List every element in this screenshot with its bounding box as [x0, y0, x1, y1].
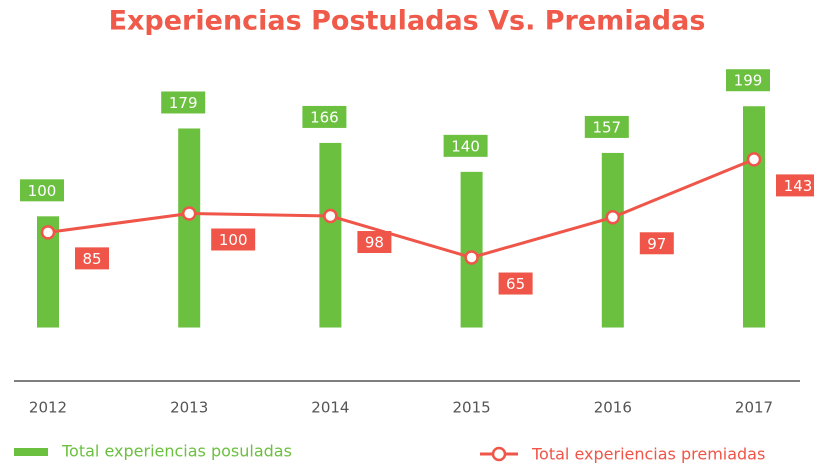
x-tick-label: 2017 [735, 399, 773, 417]
data-label: 85 [82, 250, 101, 268]
data-label-box [302, 105, 347, 128]
data-label: 157 [592, 118, 621, 136]
data-label-box [639, 232, 674, 255]
data-label: 100 [28, 182, 57, 200]
data-label-box [726, 69, 770, 92]
line-point [605, 210, 621, 225]
bar [178, 128, 201, 328]
line [47, 158, 755, 260]
bar [319, 142, 342, 328]
line-point [464, 250, 479, 265]
data-label: 65 [506, 275, 525, 293]
data-label: 98 [365, 234, 384, 252]
data-label-box [498, 272, 533, 295]
bar [460, 171, 483, 328]
data-label-box [776, 174, 814, 197]
bar [37, 216, 59, 328]
legend-label: Total experiencias premiadas [531, 445, 765, 464]
data-label-box [161, 91, 206, 114]
data-label-box [20, 179, 64, 202]
data-label-box [357, 231, 392, 254]
data-label: 140 [451, 137, 480, 155]
data-label-box [584, 115, 629, 138]
line-point [746, 152, 762, 167]
line-point [181, 206, 197, 221]
data-label-box [211, 228, 256, 251]
data-label-box [443, 134, 488, 157]
x-tick-label: 2015 [453, 399, 491, 417]
data-label: 100 [219, 231, 248, 249]
line-point [323, 208, 338, 224]
data-label: 199 [734, 72, 763, 90]
x-tick-label: 2016 [594, 399, 632, 417]
x-tick-label: 2014 [311, 399, 349, 417]
x-tick-label: 2013 [170, 399, 208, 417]
data-label: 97 [647, 235, 666, 253]
legend-swatch [491, 446, 507, 462]
x-tick-label: 2012 [29, 399, 67, 417]
data-label: 143 [784, 177, 813, 195]
data-label: 179 [169, 94, 198, 112]
bar [743, 106, 765, 328]
data-label-box [75, 247, 109, 270]
chart-title: Experiencias Postuladas Vs. Premiadas [109, 6, 706, 37]
line-point [40, 225, 56, 240]
bar [601, 152, 624, 328]
legend-swatch [14, 448, 48, 456]
legend-label: Total experiencias posuladas [61, 442, 292, 461]
data-label: 166 [310, 108, 339, 126]
